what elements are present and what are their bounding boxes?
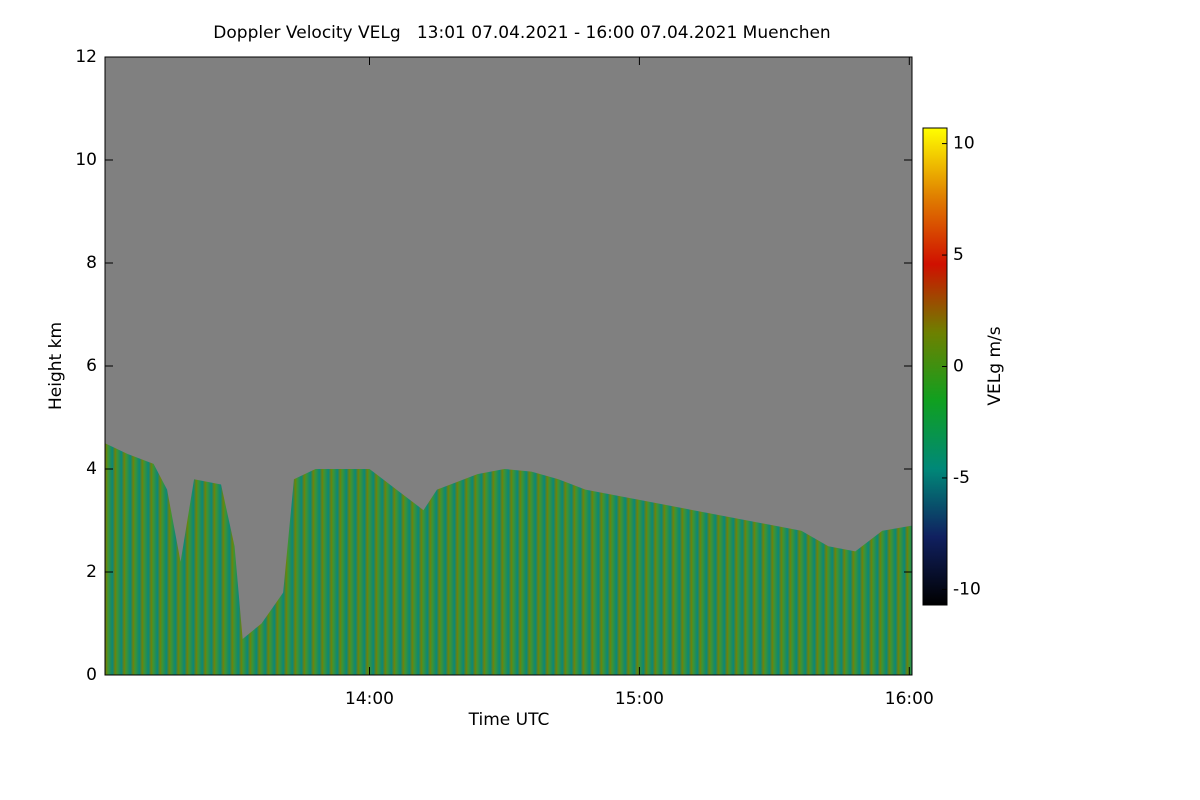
- colorbar-tick-label: 5: [953, 245, 964, 265]
- chart-title: Doppler Velocity VELg 13:01 07.04.2021 -…: [213, 23, 830, 43]
- colorbar-tick-label: 10: [953, 134, 975, 154]
- y-tick-label: 2: [86, 562, 97, 582]
- x-tick-label: 14:00: [345, 689, 394, 709]
- y-tick-label: 4: [86, 459, 97, 479]
- echo-area: [105, 443, 912, 675]
- colorbar-tick-label: 0: [953, 357, 964, 377]
- y-tick-label: 6: [86, 356, 97, 376]
- y-tick-label: 0: [86, 665, 97, 685]
- y-axis-label: Height km: [46, 322, 66, 410]
- x-tick-label: 15:00: [615, 689, 664, 709]
- x-axis-label: Time UTC: [468, 710, 550, 730]
- y-tick-label: 8: [86, 253, 97, 273]
- colorbar-label: VELg m/s: [985, 326, 1005, 405]
- x-tick-label: 16:00: [885, 689, 934, 709]
- y-tick-label: 10: [75, 150, 97, 170]
- y-tick-label: 12: [75, 47, 97, 67]
- colorbar-tick-label: -10: [953, 579, 981, 599]
- colorbar-tick-label: -5: [953, 468, 970, 488]
